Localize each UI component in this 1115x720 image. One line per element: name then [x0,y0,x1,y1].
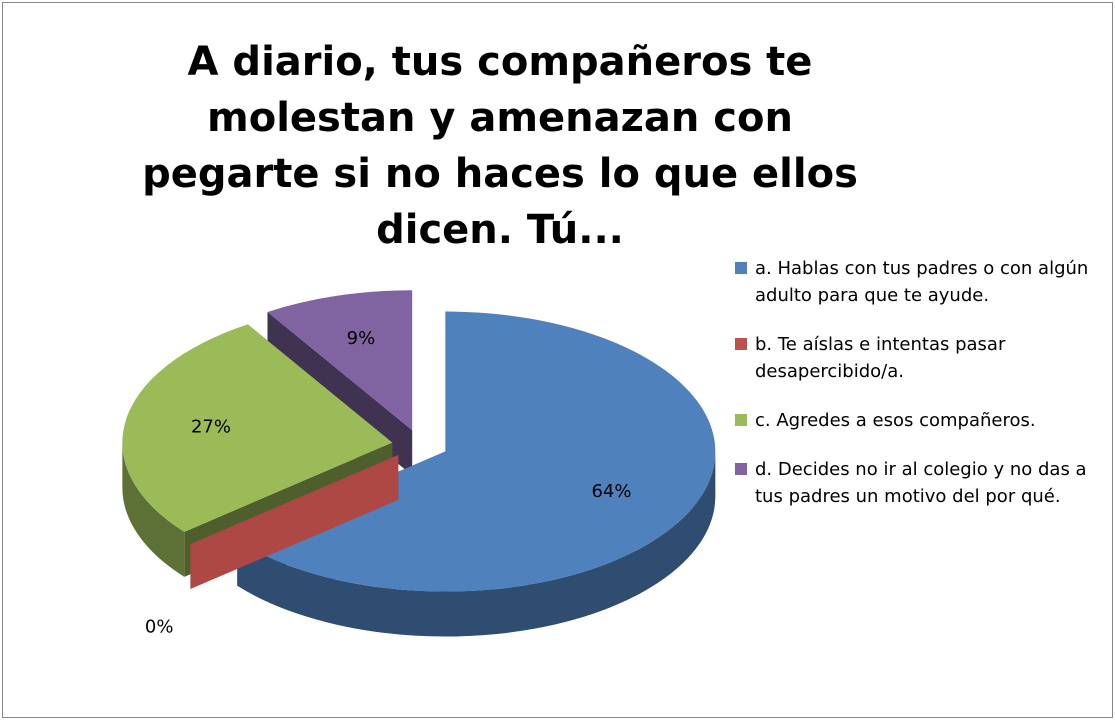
legend: a. Hablas con tus padres o con algún adu… [735,255,1095,532]
legend-item: d. Decides no ir al colegio y no das a t… [735,456,1095,510]
slice-top [237,311,716,592]
slice-wall [190,454,399,590]
legend-label: d. Decides no ir al colegio y no das a t… [755,459,1087,507]
data-label: 27% [191,417,231,438]
data-label: 0% [145,616,174,637]
slice-side [237,451,716,637]
legend-label: a. Hablas con tus padres o con algún adu… [755,258,1089,306]
legend-swatch [735,262,747,274]
legend-label: b. Te aíslas e intentas pasar desapercib… [755,334,1006,382]
chart-title: A diario, tus compañeros te molestan y a… [142,39,858,253]
legend-item: b. Te aíslas e intentas pasar desapercib… [735,331,1095,385]
legend-swatch [735,463,747,475]
slice [190,454,399,590]
legend-swatch [735,414,747,426]
legend-swatch [735,338,747,350]
legend-item: a. Hablas con tus padres o con algún adu… [735,255,1095,309]
slice-side [122,442,185,577]
data-label: 64% [591,481,631,502]
legend-item: c. Agredes a esos compañeros. [735,407,1095,434]
data-label: 9% [347,328,376,349]
slice-top [122,324,393,532]
legend-label: c. Agredes a esos compañeros. [755,410,1036,431]
slice-top [267,290,413,431]
